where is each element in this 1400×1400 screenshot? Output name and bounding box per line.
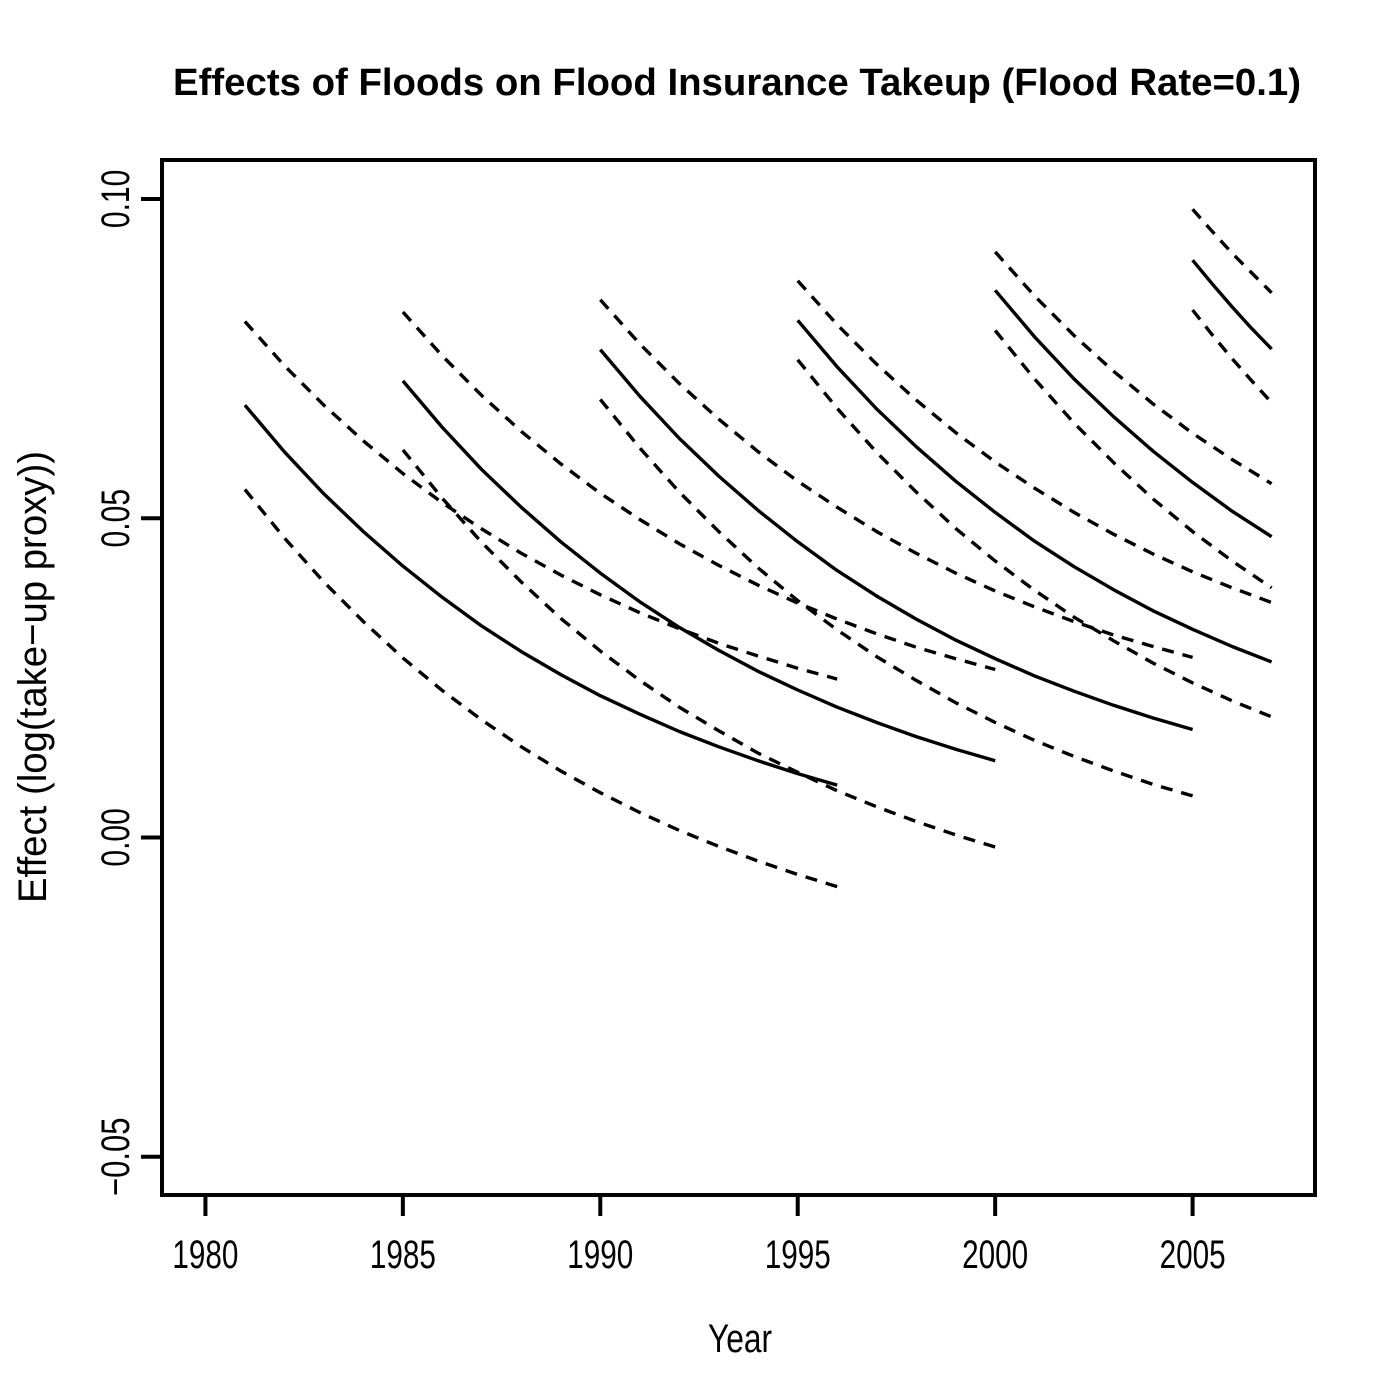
curve-flood-2000-estimate (993, 289, 1273, 539)
y-tick-label: 0.10 (94, 170, 138, 229)
curve-flood-2005-lower-ci (1191, 308, 1273, 404)
axes-group: 1980 1985 1990 1995 2000 2005 −0.05 0.00 0.05 0.1… (94, 158, 1317, 1277)
curve-flood-1981-upper-ci (243, 320, 838, 681)
curve-flood-2000-lower-ci (993, 329, 1273, 590)
plot-border (160, 158, 1317, 1197)
x-tick-label: 2005 (1160, 1233, 1226, 1277)
curve-flood-1995-lower-ci (796, 358, 1273, 719)
curve-flood-1985-estimate (401, 379, 996, 763)
curve-flood-1990-lower-ci (598, 398, 1194, 798)
y-axis-label: Effect (log(take−up proxy)) (11, 451, 55, 903)
curve-flood-2005-estimate (1191, 259, 1273, 351)
curve-flood-1990-estimate (599, 348, 1194, 732)
curve-flood-1985-lower-ci (401, 448, 996, 849)
curve-flood-1990-upper-ci (599, 298, 1194, 660)
x-tick-label: 1980 (172, 1233, 238, 1277)
chart-title: Effects of Floods on Flood Insurance Tak… (173, 62, 1301, 104)
curve-flood-2005-upper-ci (1191, 208, 1273, 295)
y-tick-label: −0.05 (94, 1117, 138, 1196)
y-tick-label: 0.00 (94, 808, 138, 867)
curve-flood-1981-lower-ci (243, 488, 838, 889)
x-axis-label: Year (708, 1317, 772, 1361)
x-tick-label: 1990 (567, 1233, 633, 1277)
x-tick-label: 1985 (370, 1233, 436, 1277)
curve-flood-1985-upper-ci (401, 310, 996, 672)
curve-flood-1981-estimate (243, 404, 838, 787)
curve-flood-2000-upper-ci (993, 250, 1273, 486)
x-tick-label: 1995 (765, 1233, 831, 1277)
y-tick-label: 0.05 (94, 489, 138, 548)
curves-group (243, 208, 1273, 889)
curve-flood-1995-estimate (796, 319, 1273, 664)
curve-flood-1995-upper-ci (796, 279, 1273, 605)
x-tick-label: 2000 (962, 1233, 1028, 1277)
